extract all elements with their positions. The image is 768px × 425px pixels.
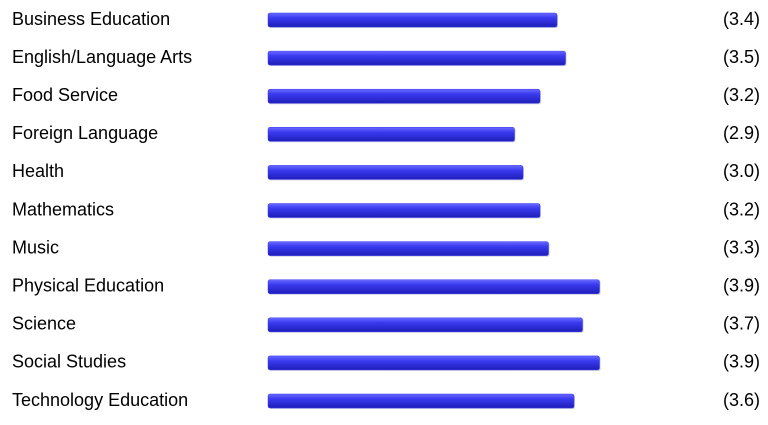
bar (267, 279, 600, 294)
value-label: (3.7) (723, 314, 760, 334)
category-label: Technology Education (12, 390, 188, 410)
category-label: English/Language Arts (12, 47, 192, 67)
value-label: (3.2) (723, 199, 760, 219)
category-label: Science (12, 314, 76, 334)
value-label: (3.3) (723, 237, 760, 257)
bar (267, 50, 566, 66)
category-label: Social Studies (12, 352, 126, 372)
value-label: (3.4) (723, 9, 760, 29)
bar (267, 393, 575, 409)
bar (267, 88, 541, 104)
bar (267, 241, 549, 256)
category-label: Food Service (12, 85, 118, 105)
bar (267, 165, 524, 180)
value-label: (3.0) (723, 161, 760, 181)
bar (267, 203, 541, 218)
category-label: Music (12, 237, 59, 257)
value-label: (3.9) (723, 352, 760, 372)
category-label: Physical Education (12, 275, 164, 295)
category-label: Business Education (12, 9, 170, 29)
value-label: (3.9) (723, 275, 760, 295)
category-label: Health (12, 161, 64, 181)
value-label: (3.2) (723, 85, 760, 105)
value-label: (3.5) (723, 47, 760, 67)
bar (267, 317, 583, 333)
category-label: Foreign Language (12, 123, 158, 143)
category-label: Mathematics (12, 199, 114, 219)
bar (267, 355, 600, 371)
bar (267, 12, 558, 28)
value-label: (3.6) (723, 390, 760, 410)
bar (267, 127, 515, 142)
value-label: (2.9) (723, 123, 760, 143)
